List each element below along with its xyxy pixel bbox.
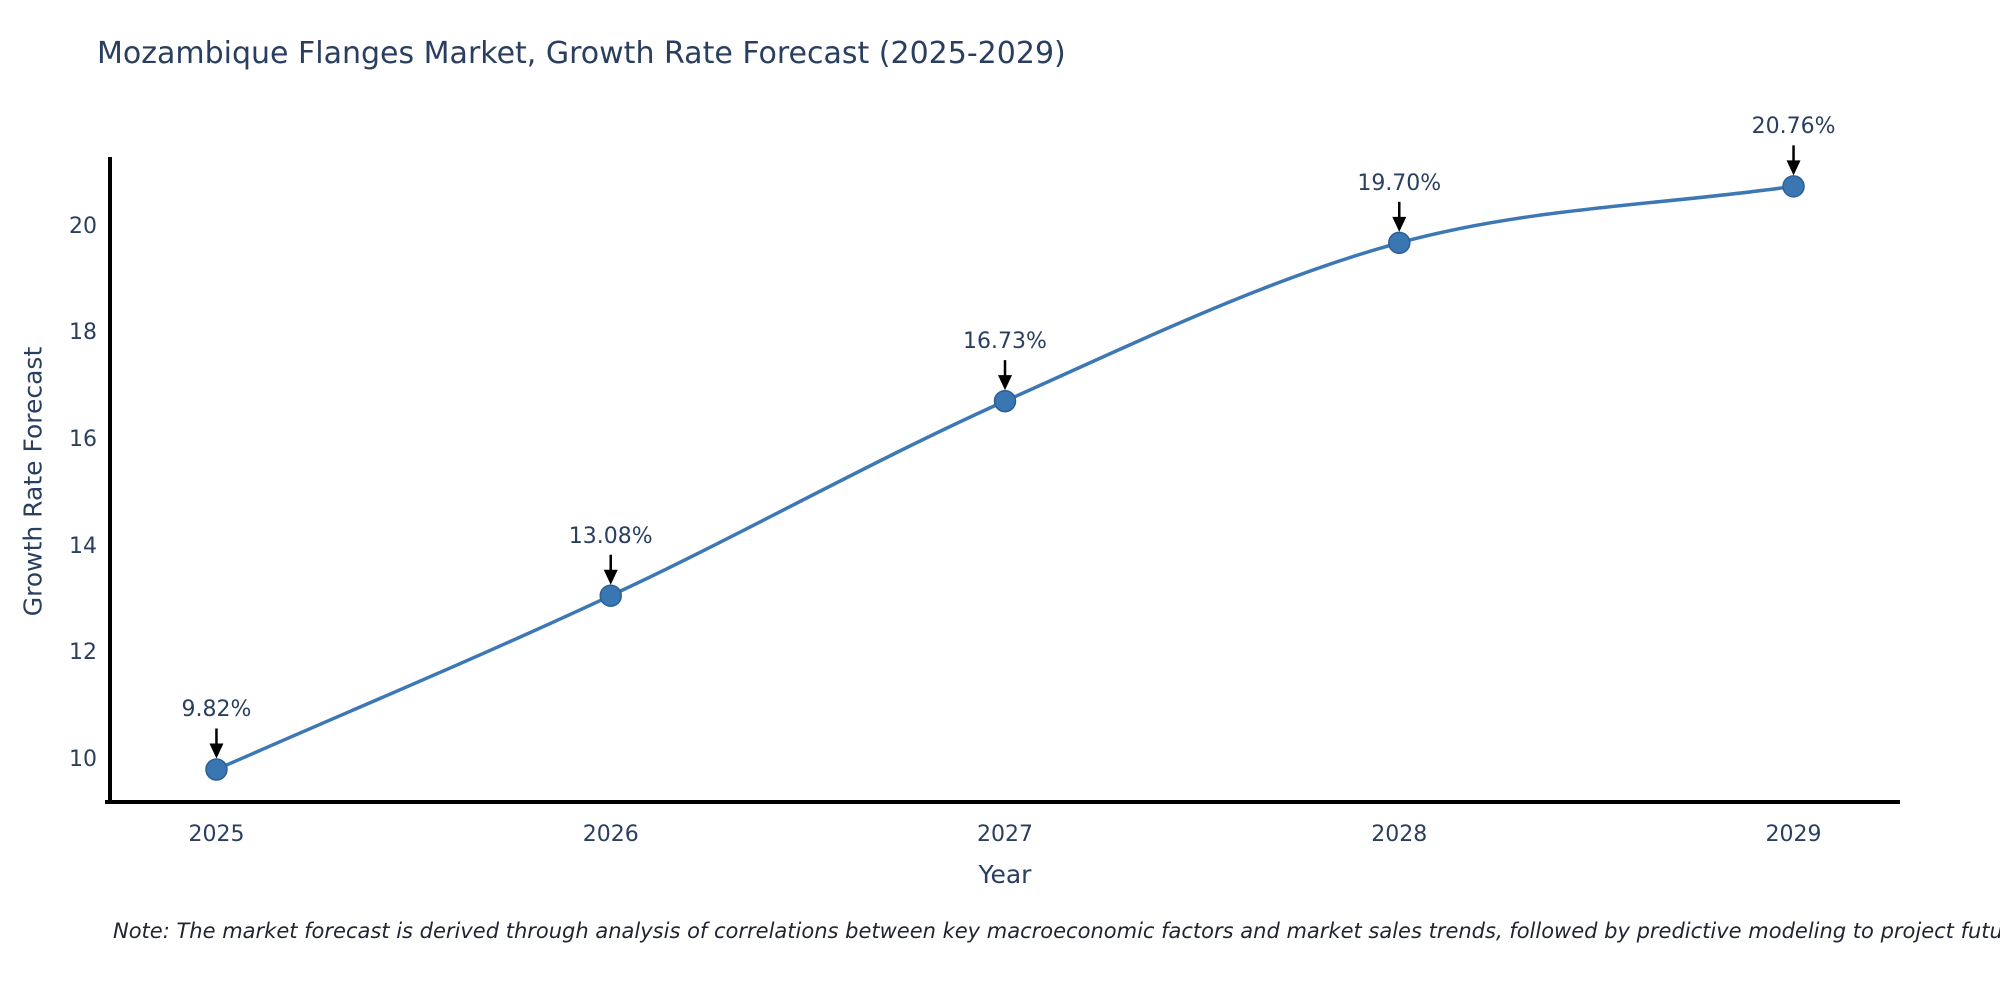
x-tick-label: 2027 (977, 822, 1033, 847)
annotation-arrow-head (998, 375, 1012, 391)
y-tick-label: 14 (69, 533, 97, 559)
footnote: Note: The market forecast is derived thr… (113, 919, 2000, 943)
annotation-arrow-head (1786, 160, 1801, 176)
x-tick-label: 2026 (582, 822, 639, 847)
annotation-arrow-head (1392, 216, 1407, 232)
y-tick-label: 16 (69, 427, 97, 453)
y-tick-label: 10 (69, 746, 97, 772)
y-tick-label: 18 (69, 320, 97, 346)
x-tick-label: 2025 (188, 822, 245, 847)
y-tick-label: 12 (69, 640, 97, 666)
data-point-marker (993, 389, 1017, 413)
trend-line (214, 184, 1796, 772)
x-tick-label: 2028 (1371, 822, 1428, 847)
chart-title: Mozambique Flanges Market, Growth Rate F… (97, 36, 1066, 71)
annotation-arrow-head (209, 743, 224, 759)
data-point-marker (205, 758, 228, 781)
x-axis-title: Year (978, 860, 1032, 889)
data-point-label: 16.73% (963, 329, 1047, 355)
annotation-arrow-head (603, 569, 618, 585)
data-point-marker (1388, 231, 1411, 255)
data-point-label: 19.70% (1357, 170, 1442, 196)
y-tick-label: 20 (69, 213, 97, 239)
data-point-label: 9.82% (181, 697, 252, 723)
data-point-marker (599, 584, 622, 607)
data-point-label: 20.76% (1751, 114, 1836, 140)
data-point-marker (1782, 175, 1805, 198)
data-point-label: 13.08% (568, 523, 653, 549)
x-tick-label: 2029 (1765, 822, 1822, 847)
